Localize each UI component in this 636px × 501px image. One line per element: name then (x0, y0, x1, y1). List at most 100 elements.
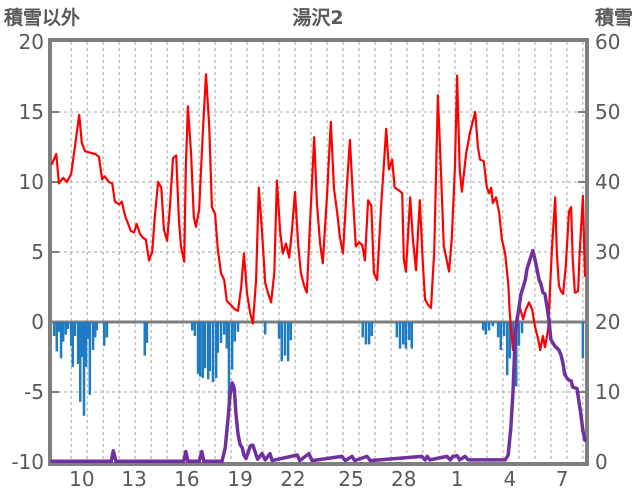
x-axis-tick-label: 13 (121, 467, 146, 491)
blue-bars-bar (52, 322, 56, 336)
blue-bars-bar (193, 322, 197, 336)
blue-bars-bar (55, 322, 59, 352)
right-axis-tick-label: 30 (595, 240, 620, 264)
x-axis-tick-label: 16 (174, 467, 199, 491)
blue-bars-bar (286, 322, 290, 362)
blue-bars-bar (80, 322, 84, 357)
blue-bars-bar (277, 322, 281, 339)
blue-bars-bar (93, 322, 97, 338)
blue-bars-bar (61, 322, 65, 342)
blue-bars-bar (82, 322, 86, 416)
blue-bars-bar (283, 322, 287, 356)
blue-bars-bar (367, 322, 371, 345)
blue-bars-bar (230, 322, 234, 370)
blue-bars-bar (233, 322, 237, 342)
right-axis-tick-label: 20 (595, 310, 620, 334)
blue-bars-bar (505, 322, 509, 376)
blue-bars-bar (511, 322, 515, 338)
blue-bars-bar (481, 322, 485, 331)
blue-bars-bar (364, 322, 368, 345)
blue-bars-bar (201, 322, 205, 378)
blue-bars-bar (491, 322, 495, 327)
blue-bars-bar (280, 322, 283, 362)
right-axis-tick-label: 60 (595, 30, 620, 54)
blue-bars-bar (69, 322, 73, 346)
blue-bars-bar (73, 322, 77, 336)
blue-bars-bar (105, 322, 109, 338)
blue-bars-bar (208, 322, 212, 371)
blue-bars-bar (203, 322, 207, 369)
blue-bars-bar (502, 322, 506, 336)
blue-bars-bar (370, 322, 374, 336)
x-axis-tick-label: 28 (391, 467, 416, 491)
blue-bars-bar (76, 322, 80, 364)
blue-bars-bar (196, 322, 200, 374)
blue-bars-bar (59, 322, 63, 359)
red-line (50, 73, 587, 352)
blue-bars-bar (64, 322, 68, 335)
blue-bars-bar (499, 322, 503, 350)
blue-bars-bar (407, 322, 411, 341)
left-axis-tick-label: 15 (19, 100, 44, 124)
blue-bars-bar (508, 322, 512, 359)
blue-bars-bar (496, 322, 500, 338)
blue-bars-bar (227, 322, 231, 411)
purple-line (50, 248, 587, 464)
blue-bars-bar (95, 322, 99, 331)
blue-bars-bar (484, 322, 488, 335)
blue-bars-bar (487, 322, 491, 331)
blue-bars-bar (71, 322, 75, 367)
blue-bars-bar (401, 322, 405, 345)
x-axis-tick-label: 4 (503, 467, 516, 491)
blue-bars-bar (66, 322, 70, 329)
x-axis-tick-label: 22 (280, 467, 305, 491)
right-axis-tick-label: 40 (595, 170, 620, 194)
blue-bars-bar (190, 322, 194, 331)
blue-bars-bar (88, 322, 92, 395)
x-axis-tick-label: 10 (69, 467, 94, 491)
blue-bars-bar (289, 322, 293, 341)
blue-bars-bar (198, 322, 202, 377)
right-axis-title: 積雪 (594, 7, 633, 29)
x-axis-tick-label: 25 (338, 467, 363, 491)
left-axis-tick-label: 10 (19, 170, 44, 194)
blue-bars-bar (86, 322, 90, 339)
blue-bars-bar (225, 322, 229, 349)
blue-bars-bar (214, 322, 218, 378)
x-axis-tick-label: 1 (451, 467, 464, 491)
blue-bars-bar (404, 322, 408, 349)
right-axis-tick-label: 50 (595, 100, 620, 124)
left-axis-title: 積雪以外 (4, 7, 81, 29)
right-axis-tick-label: 10 (595, 380, 620, 404)
blue-bars-bar (211, 322, 215, 383)
plot-frame (48, 38, 589, 466)
blue-bars-bar (78, 322, 82, 402)
left-axis-tick-label: -5 (24, 380, 44, 404)
blue-bars-bar (143, 322, 146, 356)
x-axis-tick-label: 7 (556, 467, 569, 491)
blue-bars-bar (410, 322, 414, 349)
blue-bars-bar (517, 322, 521, 346)
blue-bars-bar (222, 322, 226, 335)
blue-bars-bar (91, 322, 95, 350)
blue-bars-bar (581, 322, 585, 359)
left-axis-tick-label: 0 (31, 310, 44, 334)
blue-bars-bar (398, 322, 402, 349)
left-axis-tick-label: 5 (31, 240, 44, 264)
right-axis-tick-label: 0 (595, 450, 608, 474)
blue-bars-bar (102, 322, 106, 346)
blue-bars-bar (395, 322, 399, 338)
left-axis-tick-label: 20 (19, 30, 44, 54)
blue-bars-bar (520, 322, 524, 334)
blue-bars-bar (361, 322, 364, 338)
blue-bars-bar (263, 322, 267, 335)
chart-title: 湯沢2 (292, 7, 344, 29)
blue-bars-bar (145, 322, 149, 343)
blue-bars-bar (219, 322, 223, 343)
blue-bars-bar (84, 322, 88, 367)
blue-bars-bar (57, 322, 61, 332)
blue-bars-bar (236, 322, 240, 332)
blue-bars-bar (216, 322, 220, 353)
